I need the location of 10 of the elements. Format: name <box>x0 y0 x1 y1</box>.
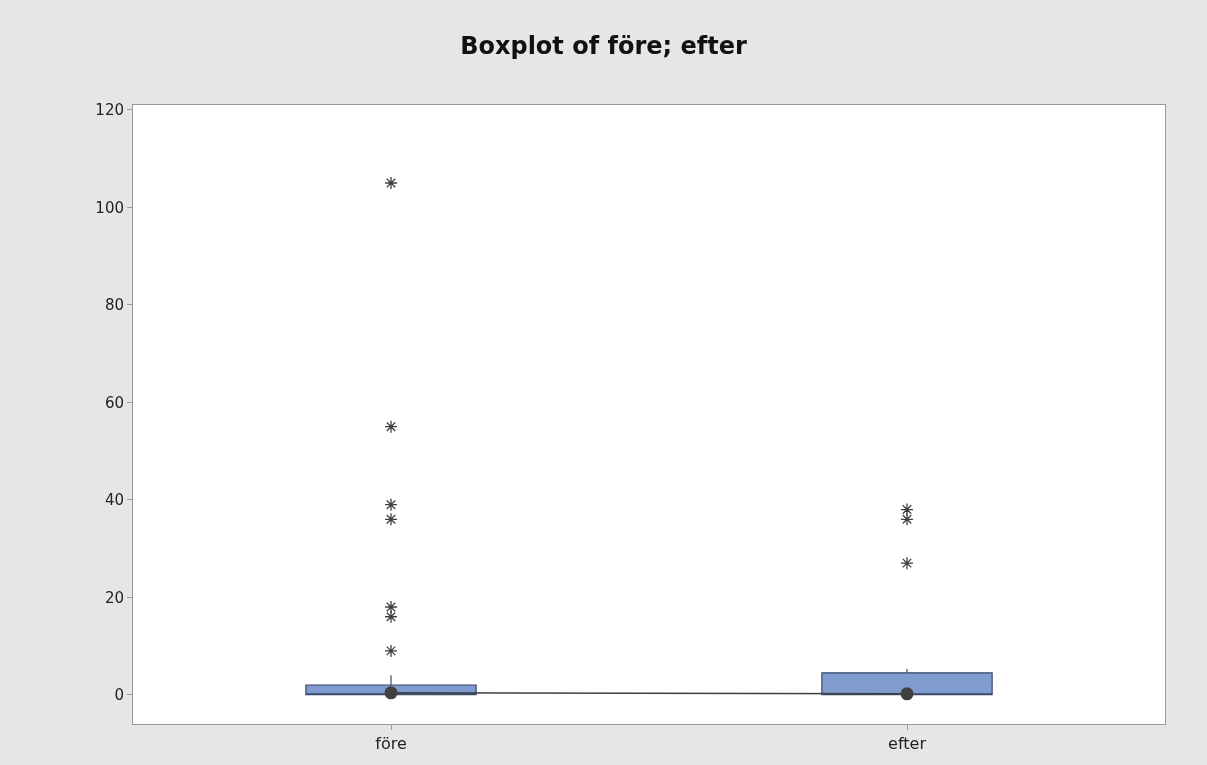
x-tick-label: efter <box>888 734 927 754</box>
y-tick-label: 0 <box>114 686 124 705</box>
y-tick-label: 20 <box>104 588 124 607</box>
y-tick-label: 100 <box>95 198 124 217</box>
chart-title: Boxplot of före; efter <box>460 32 747 61</box>
y-tick-label: 60 <box>104 393 124 412</box>
y-tick-label: 120 <box>95 101 124 120</box>
y-tick-label: 40 <box>104 491 124 510</box>
y-tick-label: 80 <box>104 296 124 315</box>
x-tick-label: före <box>375 734 407 754</box>
